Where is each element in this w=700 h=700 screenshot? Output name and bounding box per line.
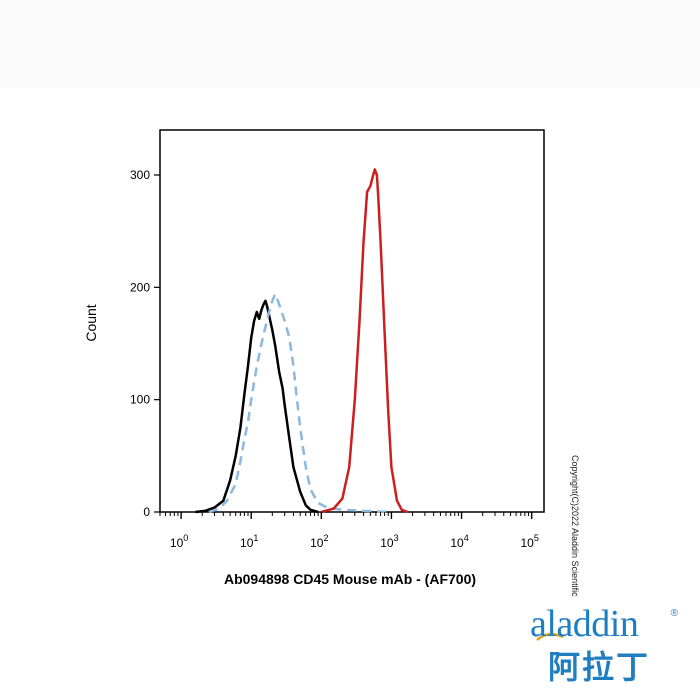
x-tick-label: 101: [240, 533, 258, 550]
plot-frame: [159, 129, 545, 513]
x-tick-label: 103: [380, 533, 398, 550]
y-tick-label: 0: [143, 505, 150, 519]
brand-logo: aladdin ® 阿拉丁: [526, 602, 678, 688]
series-curve-3: [320, 168, 409, 514]
y-axis-title: Count: [83, 304, 99, 341]
copyright-text: Copyright(C)2022 Aladdin Scientific: [570, 455, 580, 597]
y-axis: 0 100 200 300: [130, 168, 160, 519]
x-tick-label: 104: [450, 533, 468, 550]
x-axis: 100 101 102 103 104 105: [159, 512, 539, 550]
x-tick-label: 100: [170, 533, 188, 550]
series-curve-1: [195, 299, 319, 514]
x-tick-label: 102: [310, 533, 328, 550]
y-tick-label: 300: [130, 168, 150, 182]
x-axis-title: Ab094898 CD45 Mouse mAb - (AF700): [224, 571, 476, 587]
top-band: [0, 0, 700, 88]
logo-registered-mark: ®: [670, 608, 678, 619]
logo-chinese-name: 阿拉丁: [548, 648, 651, 686]
logo-swoosh-icon: [536, 632, 564, 641]
x-tick-label: 105: [520, 533, 538, 550]
logo-wordmark: aladdin: [530, 603, 639, 645]
series-curves: [195, 168, 409, 514]
y-tick-label: 100: [130, 393, 150, 407]
series-curve-2: [208, 292, 392, 514]
y-tick-label: 200: [130, 280, 150, 294]
